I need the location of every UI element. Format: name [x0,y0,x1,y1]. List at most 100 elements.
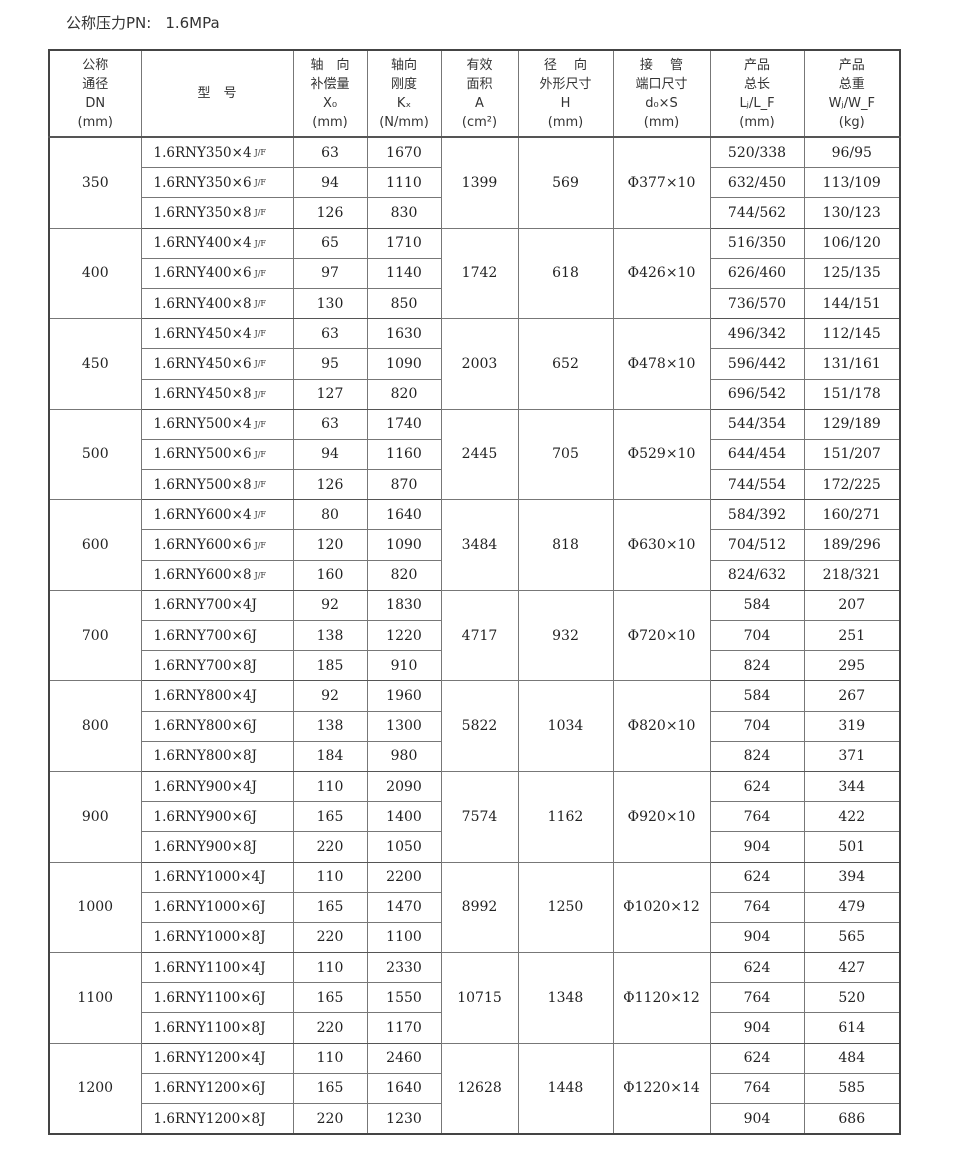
cell-axial-stiffness: 1830 [366,589,442,622]
header-length: 产品 总长 Lⱼ/L_F (mm) [709,49,805,138]
cell-length: 744/562 [709,197,805,229]
cell-axial-compensation: 220 [292,921,368,954]
cell-axial-stiffness: 980 [366,740,442,772]
cell-weight: 125/135 [803,257,901,289]
cell-weight: 427 [803,952,901,984]
cell-length: 596/442 [709,348,805,380]
cell-model: 1.6RNY1200×6J [140,1072,294,1105]
cell-length: 704/512 [709,529,805,561]
table-row: 900 1.6RNY900×4J 110 2090 7574 1162 Φ920×10 624… [48,770,901,863]
cell-dn: 1000 [48,861,142,954]
cell-model: 1.6RNY1000×4J [140,861,294,893]
cell-weight: 131/161 [803,348,901,380]
cell-weight: 686 [803,1103,901,1135]
cell-axial-compensation: 130 [292,287,368,320]
cell-length: 904 [709,831,805,863]
cell-length: 764 [709,1072,805,1105]
table-row: 1.6RNY900×6J 165 1400 764 422 [49,801,901,833]
cell-outer-dimension: 1250 [517,861,614,954]
cell-length: 584 [709,680,805,712]
cell-outer-dimension: 618 [517,227,614,320]
cell-length: 624 [709,770,805,803]
cell-dn: 800 [48,680,142,772]
model-name: 1.6RNY1000×8J [153,929,266,946]
cell-model: 1.6RNY400×4 J/F [140,227,294,259]
cell-axial-stiffness: 830 [366,197,442,229]
cell-pipe-size: Φ426×10 [612,227,711,320]
table-row: 1.6RNY400×8 J/F 130 850 736/570 144/151 [49,287,901,320]
cell-axial-compensation: 126 [292,469,368,501]
model-name: 1.6RNY1200×8J [153,1110,266,1127]
cell-model: 1.6RNY400×6 J/F [140,257,294,289]
cell-axial-stiffness: 1140 [366,257,442,289]
model-name: 1.6RNY350×6 [153,174,252,191]
cell-axial-stiffness: 1550 [366,982,442,1014]
cell-effective-area: 2003 [440,318,519,410]
model-name: 1.6RNY600×4 [153,506,252,523]
table-row: 400 1.6RNY400×4 J/F 65 1710 1742 618 Φ426×10 516… [48,227,901,320]
cell-model: 1.6RNY1100×4J [140,952,294,984]
cell-pipe-size: Φ529×10 [612,408,711,501]
cell-model: 1.6RNY450×8 J/F [140,378,294,410]
header-weight: 产品 总重 Wⱼ/W_F (kg) [803,49,901,138]
table-row: 1.6RNY600×6 J/F 120 1090 704/512 189/296 [49,529,901,561]
cell-axial-stiffness: 1400 [366,801,442,833]
header-effective-area: 有效 面积 A (cm²) [440,49,519,138]
cell-model: 1.6RNY600×8 J/F [140,559,294,591]
cell-effective-area: 10715 [440,952,519,1044]
cell-axial-compensation: 165 [292,801,368,833]
cell-axial-stiffness: 2200 [366,861,442,893]
cell-model: 1.6RNY700×6J [140,619,294,652]
cell-weight: 295 [803,650,901,682]
cell-axial-stiffness: 1170 [366,1012,442,1044]
cell-dn: 900 [48,770,142,863]
cell-model: 1.6RNY450×4 J/F [140,318,294,350]
cell-length: 904 [709,1012,805,1044]
cell-weight: 96/95 [803,136,901,169]
cell-axial-stiffness: 1090 [366,348,442,380]
cell-axial-compensation: 138 [292,710,368,742]
cell-weight: 129/189 [803,408,901,440]
cell-length: 584/392 [709,499,805,531]
cell-effective-area: 2445 [440,408,519,501]
cell-outer-dimension: 569 [517,136,614,229]
cell-length: 624 [709,861,805,893]
cell-pipe-size: Φ630×10 [612,499,711,591]
cell-length: 644/454 [709,438,805,471]
cell-effective-area: 8992 [440,861,519,954]
model-name: 1.6RNY700×6J [153,627,257,644]
cell-axial-compensation: 165 [292,891,368,923]
cell-model: 1.6RNY900×8J [140,831,294,863]
cell-axial-compensation: 185 [292,650,368,682]
model-suffix: J/F [254,238,266,248]
header-outer-dimension: 径 向 外形尺寸 H (mm) [517,49,614,138]
cell-dn: 700 [48,589,142,682]
cell-pipe-size: Φ1120×12 [612,952,711,1044]
model-name: 1.6RNY600×8 [153,567,252,584]
table-row: 600 1.6RNY600×4 J/F 80 1640 3484 818 Φ630×10 584… [48,499,901,591]
cell-axial-stiffness: 1640 [366,499,442,531]
model-name: 1.6RNY450×4 [153,325,252,342]
table-row: 450 1.6RNY450×4 J/F 63 1630 2003 652 Φ478×10 496… [48,318,901,410]
cell-axial-compensation: 126 [292,197,368,229]
table-row: 800 1.6RNY800×4J 92 1960 5822 1034 Φ820×10 584 2… [48,680,901,772]
cell-axial-compensation: 165 [292,982,368,1014]
model-name: 1.6RNY1200×4J [153,1050,266,1067]
cell-weight: 218/321 [803,559,901,591]
cell-axial-stiffness: 1100 [366,921,442,954]
cell-effective-area: 1399 [440,136,519,229]
cell-axial-stiffness: 1230 [366,1103,442,1135]
cell-length: 626/460 [709,257,805,289]
cell-axial-compensation: 63 [292,318,368,350]
cell-model: 1.6RNY500×8 J/F [140,469,294,501]
cell-axial-stiffness: 850 [366,287,442,320]
cell-axial-compensation: 80 [292,499,368,531]
model-suffix: J/F [254,148,266,158]
cell-model: 1.6RNY450×6 J/F [140,348,294,380]
model-name: 1.6RNY900×4J [153,778,257,795]
cell-axial-compensation: 138 [292,619,368,652]
cell-model: 1.6RNY900×4J [140,770,294,803]
table-row: 1.6RNY450×6 J/F 95 1090 596/442 131/161 [49,348,901,380]
model-name: 1.6RNY700×8J [153,657,257,674]
table-row: 1.6RNY900×8J 220 1050 904 501 [49,831,901,863]
